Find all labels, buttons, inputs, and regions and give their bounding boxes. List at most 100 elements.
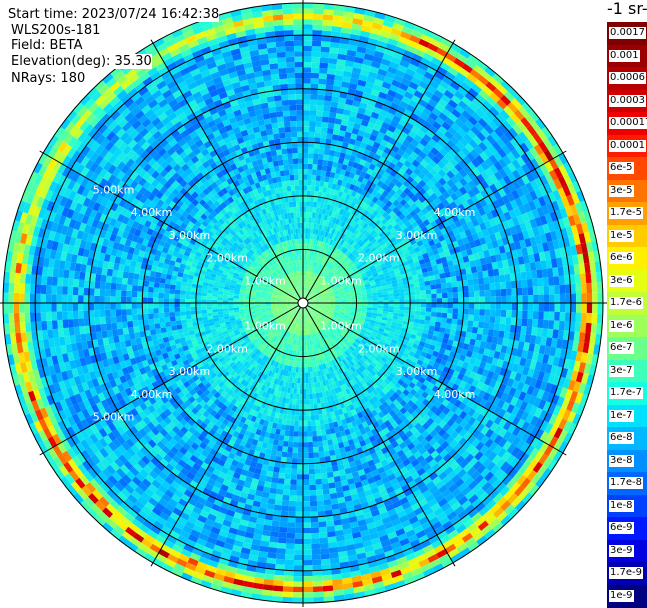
heatmap-cell [309, 394, 313, 400]
heatmap-cell [367, 298, 373, 301]
heatmap-cell [485, 290, 491, 297]
heatmap-cell [506, 317, 512, 325]
heatmap-cell [591, 272, 597, 283]
heatmap-cell [311, 420, 316, 426]
heatmap-cell [323, 14, 333, 20]
heatmap-cell [560, 285, 566, 294]
heatmap-cell [495, 310, 501, 317]
heatmap-cell [587, 293, 593, 303]
heatmap-cell [309, 388, 313, 394]
heatmap-cell [306, 212, 309, 218]
heatmap-cell [399, 310, 405, 314]
heatmap-cell [469, 297, 474, 303]
heatmap-cell [324, 499, 332, 505]
heatmap-cell [452, 287, 458, 293]
heatmap-cell [321, 473, 328, 479]
heatmap-cell [327, 526, 336, 532]
heatmap-cell [319, 419, 324, 425]
heatmap-cell [517, 303, 522, 311]
heatmap-cell [322, 435, 328, 441]
heatmap-cell [311, 78, 319, 84]
heatmap-cell [445, 323, 451, 329]
heatmap-cell [311, 84, 319, 90]
heatmap-cell [421, 294, 427, 299]
heatmap-cell [313, 14, 323, 20]
heatmap-cell [575, 322, 581, 332]
heatmap-cell [328, 58, 337, 64]
heatmap-cell [326, 133, 333, 139]
heatmap-cell [426, 299, 432, 304]
heatmap-cell [559, 321, 565, 331]
heatmap-cell [499, 275, 505, 283]
heatmap-cell [490, 290, 496, 297]
heatmap-cell [548, 320, 554, 329]
heatmap-cell [490, 310, 496, 317]
heatmap-cell [536, 269, 542, 278]
heatmap-cell [451, 276, 457, 282]
heatmap-cell [523, 295, 529, 303]
heatmap-cell [512, 296, 518, 304]
heatmap-cell [313, 159, 318, 165]
heatmap-cell [328, 117, 335, 123]
heatmap-cell [316, 490, 323, 496]
heatmap-cell [319, 68, 328, 74]
heatmap-cell [441, 283, 447, 289]
heatmap-cell [315, 186, 320, 192]
heatmap-cell [329, 112, 336, 118]
heatmap-cell [383, 309, 389, 312]
heatmap-cell [527, 319, 533, 327]
heatmap-cell [399, 303, 404, 307]
heatmap-cell [522, 311, 528, 319]
heatmap-cell [574, 264, 580, 274]
heatmap-cell [317, 506, 325, 512]
heatmap-cell [316, 484, 323, 490]
heatmap-cell [303, 57, 312, 63]
heatmap-cell [452, 314, 458, 320]
heatmap-cell [312, 51, 321, 57]
heatmap-cell [310, 105, 317, 111]
heatmap-cell [446, 318, 452, 324]
heatmap-cell [431, 308, 437, 313]
heatmap-cell [528, 311, 534, 319]
heatmap-cell [482, 270, 488, 277]
heatmap-cell [316, 116, 323, 122]
heatmap-cell [310, 110, 317, 116]
heatmap-cell [548, 277, 554, 286]
heatmap-cell [441, 318, 447, 324]
heatmap-cell [399, 296, 405, 300]
heatmap-cell [554, 285, 560, 294]
heatmap-cell [493, 269, 499, 277]
heatmap-cell [436, 317, 442, 322]
heatmap-cell [472, 327, 478, 334]
heatmap-cell [458, 308, 464, 314]
heatmap-cell [489, 276, 495, 283]
heatmap-cell [318, 446, 324, 452]
heatmap-cell [410, 303, 415, 307]
heatmap-cell [324, 101, 332, 107]
heatmap-cell [473, 321, 479, 328]
heatmap-cell [322, 160, 328, 166]
heatmap-cell [495, 289, 501, 296]
heatmap-cell [415, 299, 421, 303]
heatmap-cell [544, 294, 550, 303]
heatmap-cell [324, 95, 332, 101]
heatmap-cell [303, 142, 309, 147]
heatmap-cell [329, 150, 335, 156]
heatmap-cell [496, 303, 502, 310]
heatmap-cell [424, 281, 430, 286]
heatmap-cell [521, 280, 527, 288]
heatmap-cell [372, 295, 378, 298]
heatmap-cell [315, 420, 320, 426]
heatmap-cell [378, 306, 384, 309]
heatmap-cell [480, 297, 485, 303]
heatmap-cell [321, 47, 330, 53]
heatmap-cell [576, 303, 582, 313]
heatmap-cell [494, 323, 500, 330]
heatmap-cell [328, 445, 334, 451]
heatmap-cell [315, 468, 321, 474]
heatmap-cell [303, 207, 306, 212]
heatmap-cell [485, 297, 491, 304]
heatmap-cell [474, 285, 480, 292]
heatmap-cell [322, 165, 328, 171]
heatmap-cell [330, 493, 338, 499]
